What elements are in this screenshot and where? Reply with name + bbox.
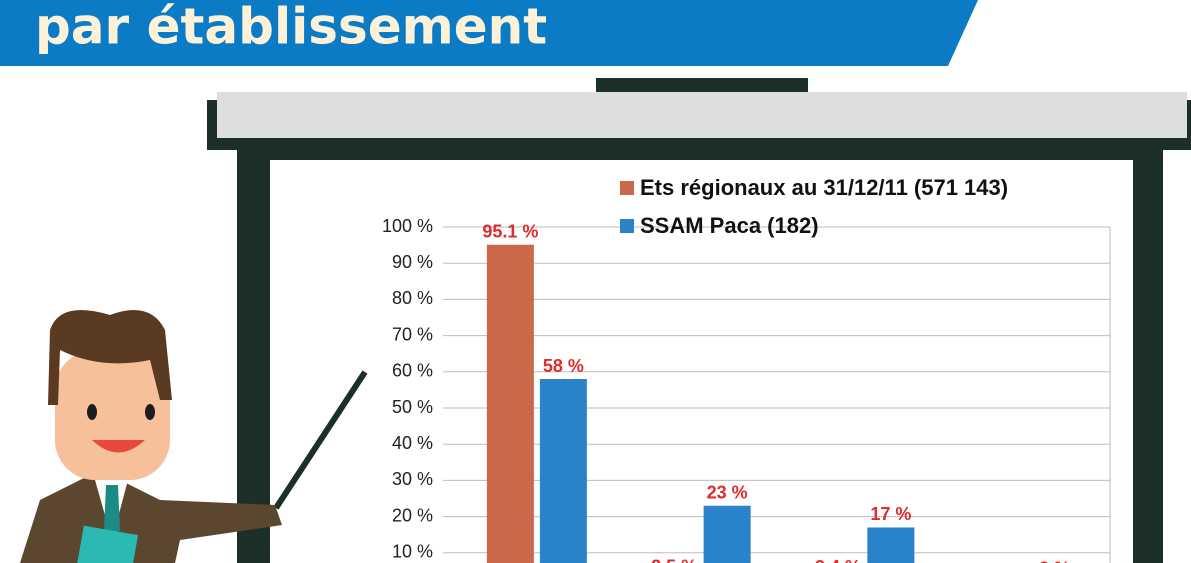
- y-tick-label: 50 %: [392, 397, 433, 417]
- value-label: 2.5 %: [651, 557, 697, 563]
- y-tick-label: 100 %: [382, 216, 433, 236]
- y-tick-label: 60 %: [392, 361, 433, 381]
- screen-roll: [217, 92, 1187, 138]
- page: par établissement 10 % 20 % 30 % 40 % 50 % 60…: [0, 0, 1191, 563]
- bar: [867, 527, 914, 563]
- bar: [487, 245, 534, 563]
- infographic: par établissement 10 % 20 % 30 % 40 % 50 % 60…: [0, 0, 1191, 563]
- y-tick-label: 20 %: [392, 505, 433, 525]
- eye: [145, 404, 155, 420]
- y-tick-label: 70 %: [392, 324, 433, 344]
- value-label: 2.4 %: [815, 557, 861, 563]
- bar: [704, 506, 751, 563]
- legend-label: SSAM Paca (182): [640, 213, 819, 238]
- legend-label: Ets régionaux au 31/12/11 (571 143): [640, 175, 1008, 200]
- y-tick-label: 90 %: [392, 252, 433, 272]
- y-tick-label: 30 %: [392, 469, 433, 489]
- bar: [540, 379, 587, 563]
- legend-swatch: [620, 219, 634, 233]
- y-tick-label: 40 %: [392, 433, 433, 453]
- value-label: 95.1 %: [482, 221, 538, 241]
- eye: [87, 404, 97, 420]
- value-label: 23 %: [707, 482, 748, 502]
- value-label: 2 %: [1039, 559, 1070, 563]
- legend-swatch: [620, 181, 634, 195]
- value-label: 17 %: [870, 504, 911, 524]
- y-tick-label: 80 %: [392, 288, 433, 308]
- y-tick-label: 10 %: [392, 542, 433, 562]
- screen-mount: [596, 78, 808, 94]
- banner-title: par établissement: [35, 0, 547, 56]
- value-label: 58 %: [543, 356, 584, 376]
